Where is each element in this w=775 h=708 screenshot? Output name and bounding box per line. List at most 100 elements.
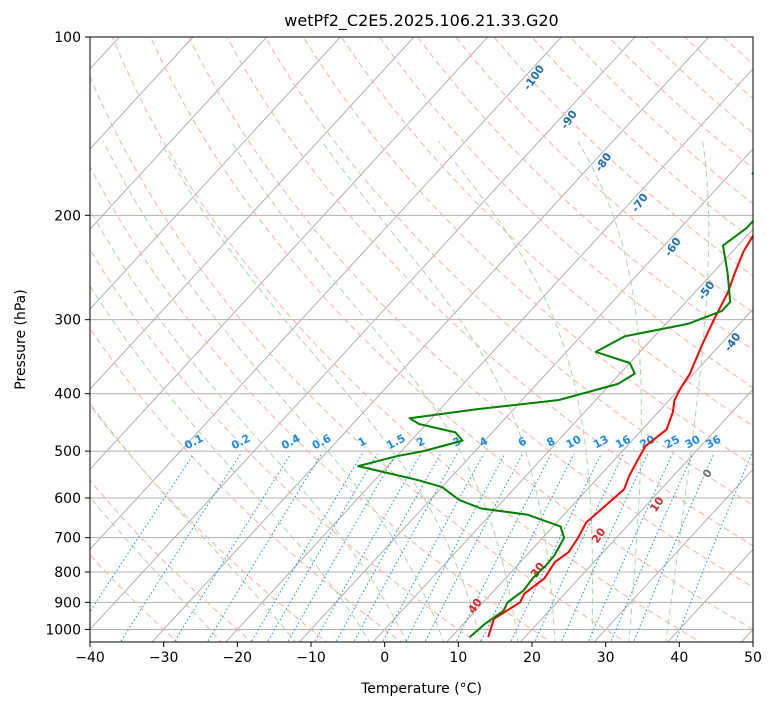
isotherm-line: [225, 68, 753, 642]
y-tick-label: 900: [54, 595, 81, 611]
dry-adiabat-label: 10: [647, 494, 667, 514]
dry-adiabat-label: -50: [695, 278, 717, 302]
y-tick-label: 500: [54, 444, 81, 460]
moist-adiabat-line: [438, 140, 594, 642]
chart-title: wetPf2_C2E5.2025.106.21.33.G20: [284, 11, 558, 31]
isotherm-line: [151, 37, 710, 642]
mixing-ratio-line: [560, 453, 649, 642]
mixing-ratio-label: 8: [545, 434, 558, 449]
mixing-ratio-line: [455, 453, 552, 642]
moist-adiabat-line: [159, 141, 482, 642]
dry-adiabat-line: [646, 37, 753, 134]
dry-adiabat-line: [90, 165, 552, 642]
x-tick-label: 20: [523, 650, 541, 666]
dry-adiabat-line: [569, 37, 753, 205]
dry-adiabat-line: [188, 37, 753, 588]
x-axis-title: Temperature (°C): [360, 681, 482, 697]
mixing-ratio-label: 10: [564, 433, 584, 452]
y-tick-label: 1000: [45, 622, 81, 638]
dry-adiabat-line: [417, 37, 753, 351]
mixing-ratio-label: 6: [516, 434, 529, 449]
y-tick-label: 800: [54, 565, 81, 581]
mixing-ratio-label: 36: [704, 433, 724, 452]
isotherm-line: [90, 37, 636, 631]
isotherm-line: [519, 388, 753, 642]
y-axis-title: Pressure (hPa): [13, 289, 29, 389]
mixing-ratio-line: [266, 453, 378, 642]
x-tick-label: 30: [597, 650, 615, 666]
dry-adiabat-label: -90: [558, 108, 580, 132]
y-tick-label: 400: [54, 387, 81, 403]
mixing-ratio-label: 0.2: [229, 432, 252, 453]
dry-adiabat-line: [340, 37, 753, 427]
isotherm-line: [298, 148, 753, 642]
mixing-ratio-line: [353, 453, 458, 642]
mixing-ratio-label: 1: [356, 434, 369, 449]
mixing-ratio-line: [313, 453, 422, 642]
temperature-trace: [487, 233, 753, 638]
mixing-ratio-line: [480, 453, 575, 642]
y-tick-label: 300: [54, 313, 81, 329]
dry-adiabat-line: [90, 327, 403, 642]
isotherm-line: [90, 37, 489, 471]
isotherm-line: [740, 628, 753, 642]
dry-adiabat-label: -60: [662, 235, 684, 259]
mixing-ratio-line: [509, 453, 602, 642]
mixing-ratio-line: [405, 453, 506, 642]
mixing-ratio-label: 1.5: [384, 432, 407, 453]
moist-adiabat-line: [230, 141, 519, 642]
moist-adiabat-line: [577, 141, 642, 642]
dry-adiabat-line: [264, 37, 753, 506]
mixing-ratio-label: 16: [613, 433, 633, 452]
x-tick-label: −10: [296, 650, 326, 666]
mixing-ratio-line: [610, 453, 694, 642]
moist-adiabat-line: [90, 284, 371, 642]
moist-adiabat-line: [102, 141, 445, 642]
x-tick-label: 40: [670, 650, 688, 666]
isotherm-line: [90, 37, 342, 310]
y-tick-label: 700: [54, 531, 81, 547]
x-tick-label: −30: [149, 650, 179, 666]
plot-area: 0.1 0.2 0.4 0.6 1 1.5 2 3 4 6 8 10 13 16 20 25 30 36-100-…: [90, 37, 775, 644]
mixing-ratio-line: [335, 453, 442, 642]
y-tick-label: 100: [54, 30, 81, 46]
moist-adiabat-line: [90, 402, 296, 642]
isotherm-line: [446, 308, 753, 642]
axes: −40 −30 −20 −10 0 10 20 30 40 5010020030040050060…: [45, 30, 762, 666]
isotherm-line: [90, 37, 563, 551]
dry-adiabat-line: [90, 554, 179, 642]
mixing-ratio-label: 0.1: [182, 432, 205, 453]
mixing-ratio-line: [250, 453, 363, 642]
mixing-ratio-label: 13: [591, 433, 611, 452]
dry-adiabat-label: -80: [592, 150, 614, 174]
dry-adiabat-line: [302, 37, 753, 466]
mixing-ratio-line: [206, 453, 323, 642]
dry-adiabat-line: [226, 37, 753, 547]
mixing-ratio-line: [587, 453, 673, 642]
plot-frame: [89, 36, 754, 643]
moist-adiabat-line: [90, 496, 222, 642]
y-tick-label: 200: [54, 208, 81, 224]
dry-adiabat-label: -40: [722, 330, 744, 354]
isotherm-line: [593, 468, 753, 642]
dry-adiabat-label: 40: [465, 596, 485, 616]
mixing-ratio-line: [382, 453, 485, 642]
x-tick-label: −20: [223, 650, 253, 666]
mixing-ratio-line: [119, 453, 242, 642]
mixing-ratio-line: [173, 453, 292, 642]
x-tick-label: −40: [75, 650, 105, 666]
isotherm-line: [90, 37, 194, 150]
dry-adiabat-line: [90, 404, 328, 642]
dry-adiabat-line: [90, 248, 477, 642]
moist-adiabat-line: [665, 141, 710, 642]
isotherm-line: [667, 548, 753, 642]
dry-adiabat-line: [761, 37, 775, 644]
mixing-ratio-line: [424, 453, 524, 642]
isotherm-line: [90, 37, 415, 390]
dry-adiabat-line: [90, 479, 253, 642]
mixing-ratio-label: 0.4: [279, 432, 303, 453]
dewpoint-trace: [357, 171, 753, 638]
mixing-ratio-label: 30: [683, 433, 703, 452]
x-tick-label: 10: [449, 650, 467, 666]
